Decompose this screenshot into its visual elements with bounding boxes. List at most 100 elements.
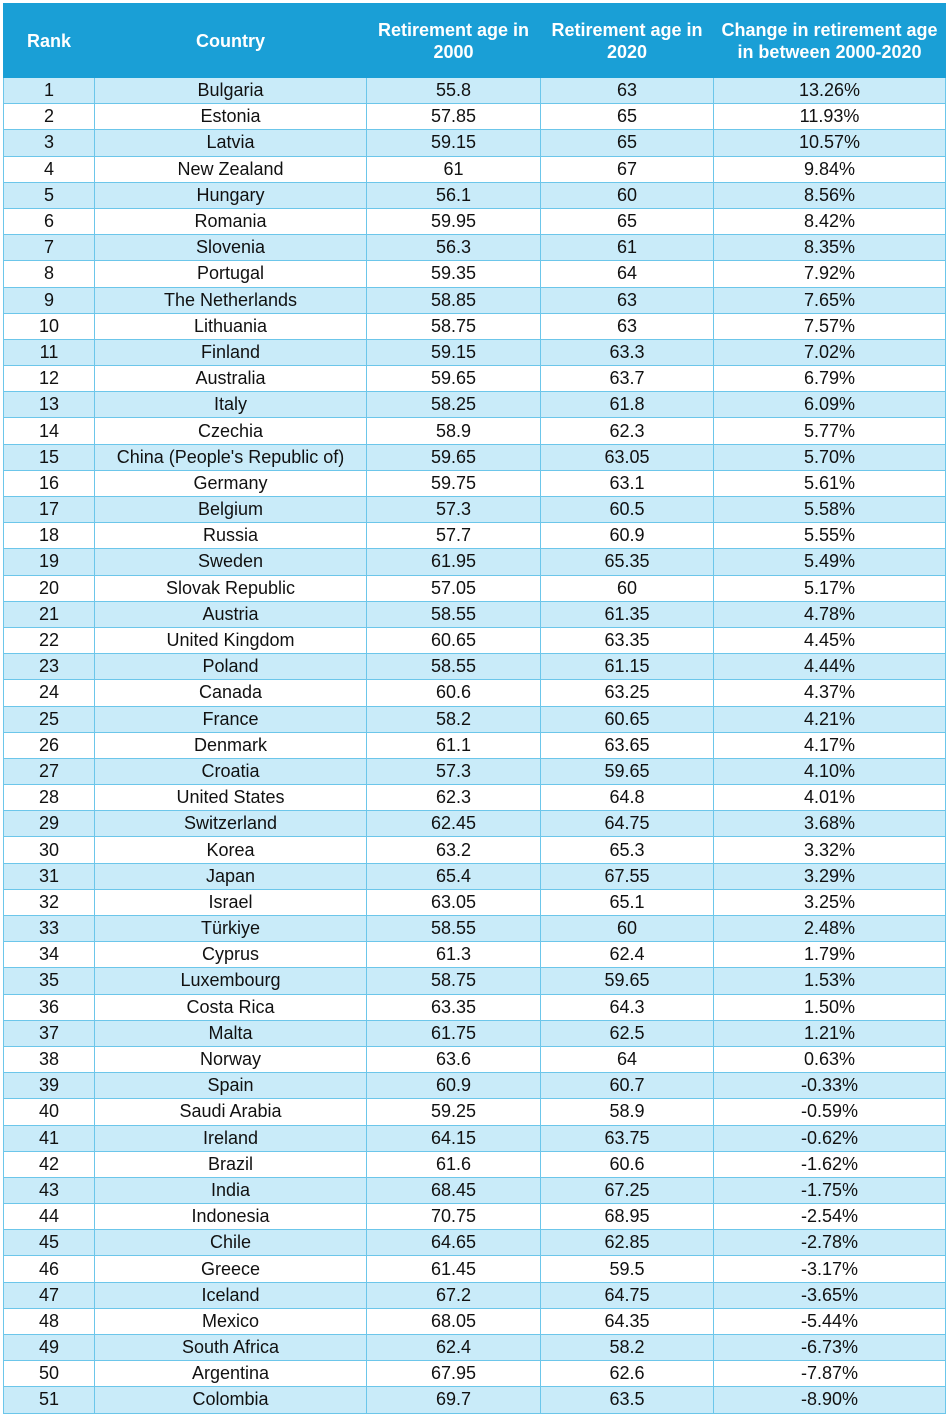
rank-cell: 13 [3,391,95,419]
age-2020-cell: 62.4 [540,941,714,969]
table-row: 50 Argentina 67.95 62.6 -7.87% [3,1360,946,1388]
age-2020-cell: 65 [540,207,714,236]
rank-cell: 47 [3,1281,95,1309]
country-cell: Croatia [94,757,367,786]
country-cell: Iceland [94,1281,367,1309]
country-cell: The Netherlands [94,286,367,314]
table-row: 11 Finland 59.15 63.3 7.02% [3,338,946,367]
rank-cell: 36 [3,993,95,1021]
age-2000-cell: 67.95 [366,1360,541,1388]
rank-cell: 24 [3,679,95,707]
age-2000-cell: 62.3 [366,784,541,812]
age-2000-cell: 70.75 [366,1203,541,1231]
table-row: 9 The Netherlands 58.85 63 7.65% [3,286,946,314]
change-cell: 4.44% [713,653,946,681]
header-change: Change in retirement age in between 2000… [713,3,946,78]
country-cell: Türkiye [94,914,367,943]
header-rank: Rank [3,3,95,78]
change-cell: 13.26% [713,76,946,105]
age-2020-cell: 63.65 [540,731,714,759]
age-2000-cell: 62.45 [366,810,541,838]
change-cell: 7.02% [713,338,946,367]
age-2020-cell: 60.5 [540,495,714,524]
country-cell: Argentina [94,1360,367,1388]
age-2000-cell: 58.25 [366,391,541,419]
age-2020-cell: 60.6 [540,1150,714,1178]
age-2000-cell: 59.15 [366,129,541,157]
age-2020-cell: 63.3 [540,338,714,367]
rank-cell: 32 [3,888,95,917]
table-row: 16 Germany 59.75 63.1 5.61% [3,469,946,498]
age-2000-cell: 59.65 [366,443,541,471]
header-age-2000: Retirement age in 2000 [366,3,541,78]
rank-cell: 5 [3,181,95,209]
rank-cell: 28 [3,784,95,812]
age-2000-cell: 58.75 [366,312,541,340]
age-2020-cell: 64.35 [540,1307,714,1336]
rank-cell: 33 [3,914,95,943]
rank-cell: 39 [3,1072,95,1100]
change-cell: 5.58% [713,495,946,524]
rank-cell: 25 [3,705,95,733]
age-2020-cell: 65 [540,129,714,157]
age-2020-cell: 62.5 [540,1019,714,1047]
age-2020-cell: 67.55 [540,862,714,890]
age-2000-cell: 61.95 [366,548,541,576]
country-cell: Estonia [94,103,367,131]
rank-cell: 1 [3,76,95,105]
country-cell: Korea [94,836,367,864]
age-2020-cell: 64 [540,260,714,288]
country-cell: Hungary [94,181,367,209]
age-2020-cell: 61.15 [540,653,714,681]
country-cell: Chile [94,1229,367,1257]
age-2020-cell: 62.6 [540,1360,714,1388]
rank-cell: 50 [3,1360,95,1388]
table-row: 46 Greece 61.45 59.5 -3.17% [3,1255,946,1283]
country-cell: Spain [94,1072,367,1100]
age-2000-cell: 60.9 [366,1072,541,1100]
table-row: 29 Switzerland 62.45 64.75 3.68% [3,810,946,838]
header-age-2020: Retirement age in 2020 [540,3,714,78]
age-2000-cell: 59.65 [366,365,541,393]
country-cell: Luxembourg [94,967,367,995]
table-row: 13 Italy 58.25 61.8 6.09% [3,391,946,419]
rank-cell: 4 [3,155,95,183]
age-2020-cell: 62.3 [540,417,714,445]
rank-cell: 6 [3,207,95,236]
table-row: 39 Spain 60.9 60.7 -0.33% [3,1072,946,1100]
country-cell: Mexico [94,1307,367,1336]
table-row: 45 Chile 64.65 62.85 -2.78% [3,1229,946,1257]
rank-cell: 31 [3,862,95,890]
age-2020-cell: 63 [540,286,714,314]
rank-cell: 30 [3,836,95,864]
change-cell: -0.62% [713,1124,946,1152]
retirement-age-table: Rank Country Retirement age in 2000 Reti… [3,3,946,1414]
age-2000-cell: 62.4 [366,1333,541,1362]
country-cell: South Africa [94,1333,367,1362]
country-cell: Italy [94,391,367,419]
table-row: 35 Luxembourg 58.75 59.65 1.53% [3,967,946,995]
age-2000-cell: 67.2 [366,1281,541,1309]
rank-cell: 48 [3,1307,95,1336]
rank-cell: 20 [3,574,95,602]
age-2020-cell: 62.85 [540,1229,714,1257]
country-cell: China (People's Republic of) [94,443,367,471]
age-2020-cell: 63.75 [540,1124,714,1152]
table-row: 18 Russia 57.7 60.9 5.55% [3,522,946,550]
age-2000-cell: 59.95 [366,207,541,236]
table-row: 24 Canada 60.6 63.25 4.37% [3,679,946,707]
country-cell: Norway [94,1045,367,1074]
age-2000-cell: 58.75 [366,967,541,995]
table-row: 20 Slovak Republic 57.05 60 5.17% [3,574,946,602]
age-2020-cell: 59.65 [540,967,714,995]
age-2020-cell: 58.9 [540,1098,714,1126]
age-2020-cell: 60.65 [540,705,714,733]
country-cell: Saudi Arabia [94,1098,367,1126]
rank-cell: 9 [3,286,95,314]
change-cell: -6.73% [713,1333,946,1362]
country-cell: Australia [94,365,367,393]
table-row: 42 Brazil 61.6 60.6 -1.62% [3,1150,946,1178]
age-2000-cell: 58.55 [366,653,541,681]
age-2020-cell: 63.35 [540,626,714,655]
age-2000-cell: 59.25 [366,1098,541,1126]
